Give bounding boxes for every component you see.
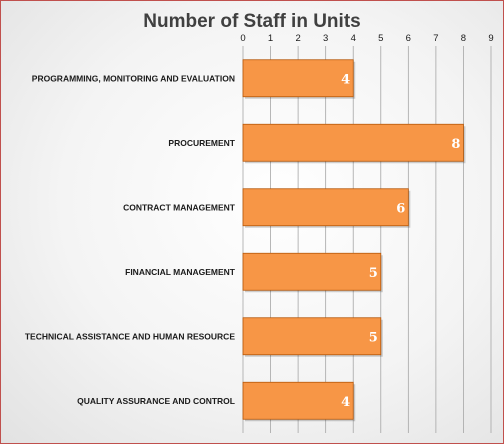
data-label: 5	[369, 330, 378, 345]
bar	[242, 381, 354, 420]
category-label: CONTRACT MANAGEMENT	[123, 202, 236, 212]
bar	[242, 188, 409, 227]
category-labels: PROGRAMMING, MONITORING AND EVALUATION PR…	[25, 73, 236, 406]
data-label: 6	[396, 201, 405, 216]
x-tick-label: 5	[378, 33, 383, 44]
chart-title: Number of Staff in Units	[143, 11, 360, 32]
bar	[242, 252, 382, 291]
x-tick-label: 4	[351, 33, 356, 44]
category-label: TECHNICAL ASSISTANCE AND HUMAN RESOURCE	[25, 331, 235, 341]
x-tick-label: 8	[461, 33, 466, 44]
data-label: 4	[341, 72, 350, 87]
x-tick-label: 9	[488, 33, 493, 44]
x-axis-ticks: 0 1 2 3 4 5 6 7 8 9	[240, 33, 493, 44]
data-label: 5	[369, 266, 378, 281]
x-tick-label: 7	[433, 33, 438, 44]
data-label: 4	[341, 395, 350, 410]
x-tick-label: 2	[295, 33, 300, 44]
bar	[242, 123, 464, 162]
x-tick-label: 3	[323, 33, 328, 44]
bars	[242, 59, 466, 422]
category-label: QUALITY ASSURANCE AND CONTROL	[77, 396, 235, 406]
data-label: 8	[451, 137, 460, 152]
x-tick-label: 0	[240, 33, 245, 44]
category-label: FINANCIAL MANAGEMENT	[125, 267, 236, 277]
gridlines	[242, 46, 492, 433]
bar	[242, 59, 354, 98]
category-label: PROCUREMENT	[168, 138, 235, 148]
x-tick-label: 1	[268, 33, 273, 44]
data-labels: 4 8 6 5 5 4	[341, 72, 460, 410]
category-label: PROGRAMMING, MONITORING AND EVALUATION	[32, 73, 235, 83]
x-tick-label: 6	[406, 33, 411, 44]
bar	[242, 317, 382, 356]
